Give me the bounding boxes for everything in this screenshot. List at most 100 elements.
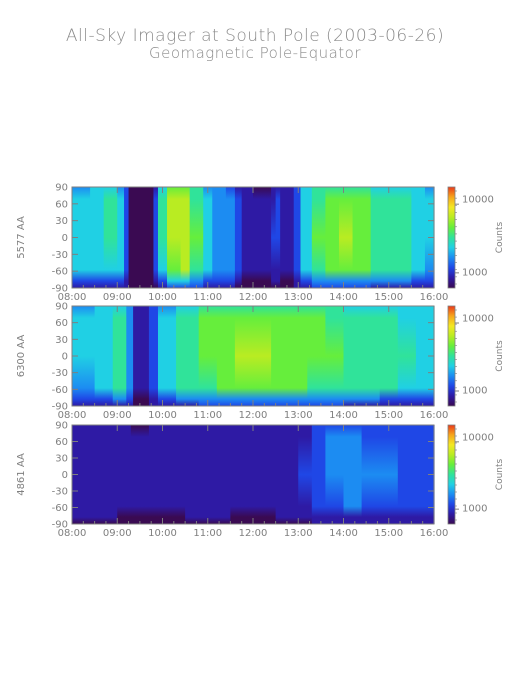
x-tick-label: 15:00 xyxy=(374,292,403,303)
colorbar-tick-label: 10000 xyxy=(462,195,494,206)
y-tick-label: 90 xyxy=(55,302,68,313)
intensity-column xyxy=(415,306,435,406)
intensity-column xyxy=(72,425,118,524)
y-tick-label: -30 xyxy=(52,487,68,498)
colorbar-tick-label: 1000 xyxy=(462,267,487,278)
intensity-column xyxy=(157,187,168,288)
y-tick-label: 0 xyxy=(62,233,68,244)
intensity-column xyxy=(133,306,150,406)
intensity-column xyxy=(275,187,281,288)
y-tick-label: -60 xyxy=(52,503,68,514)
x-tick-label: 08:00 xyxy=(58,528,87,539)
x-tick-label: 13:00 xyxy=(284,292,313,303)
y-tick-label: 0 xyxy=(62,470,68,481)
intensity-column xyxy=(176,306,200,406)
intensity-column xyxy=(343,425,363,524)
y-tick-label: -90 xyxy=(52,402,68,413)
y-tick-label: 30 xyxy=(55,335,68,346)
intensity-column xyxy=(280,187,295,288)
intensity-column xyxy=(90,187,105,288)
colorbar xyxy=(447,424,456,525)
intensity-column xyxy=(216,306,236,406)
x-tick-label: 11:00 xyxy=(193,528,222,539)
x-tick-label: 12:00 xyxy=(239,528,268,539)
intensity-column xyxy=(311,187,326,288)
intensity-column xyxy=(180,187,191,288)
intensity-column xyxy=(384,187,399,288)
x-tick-label: 16:00 xyxy=(420,410,449,421)
colorbar xyxy=(447,305,456,407)
intensity-column xyxy=(241,187,254,288)
intensity-column xyxy=(325,306,345,406)
intensity-column xyxy=(103,187,118,288)
x-tick-label: 11:00 xyxy=(193,292,222,303)
colorbar-tick-label: 10000 xyxy=(462,432,494,443)
x-tick-label: 10:00 xyxy=(148,410,177,421)
intensity-column xyxy=(397,306,417,406)
intensity-column xyxy=(275,425,299,524)
intensity-column xyxy=(253,306,272,406)
intensity-column xyxy=(212,187,227,288)
colorbar-tick-label: 1000 xyxy=(462,504,487,515)
y-tick-label: 60 xyxy=(55,318,68,329)
y-tick-label: -30 xyxy=(52,368,68,379)
colorbar-tick-label: 1000 xyxy=(462,386,487,397)
colorbar-label: Counts xyxy=(495,458,505,490)
x-tick-label: 16:00 xyxy=(420,528,449,539)
intensity-column xyxy=(203,187,213,288)
y-tick-label: 0 xyxy=(62,352,68,363)
intensity-field xyxy=(72,425,435,524)
x-tick-label: 10:00 xyxy=(148,528,177,539)
y-tick-label: -60 xyxy=(52,385,68,396)
intensity-column xyxy=(230,425,254,524)
x-tick-label: 15:00 xyxy=(374,410,403,421)
intensity-column xyxy=(379,425,399,524)
colorbar-tick-label: 10000 xyxy=(462,314,494,325)
intensity-column xyxy=(325,425,345,524)
x-tick-label: 14:00 xyxy=(329,528,358,539)
x-tick-label: 14:00 xyxy=(329,410,358,421)
intensity-column xyxy=(130,425,150,524)
y-tick-label: 90 xyxy=(55,421,68,432)
intensity-column xyxy=(153,187,159,288)
intensity-column xyxy=(124,187,130,288)
y-tick-label: -30 xyxy=(52,250,68,261)
x-tick-label: 08:00 xyxy=(58,410,87,421)
intensity-column xyxy=(148,425,186,524)
intensity-column xyxy=(411,187,426,288)
y-axis-label: 6300 AA xyxy=(16,335,27,378)
y-tick-label: 60 xyxy=(55,199,68,210)
intensity-column xyxy=(311,425,326,524)
intensity-column xyxy=(253,187,272,288)
x-tick-label: 16:00 xyxy=(420,292,449,303)
intensity-column xyxy=(234,306,254,406)
x-tick-label: 12:00 xyxy=(239,292,268,303)
intensity-field xyxy=(72,306,435,406)
x-tick-label: 08:00 xyxy=(58,292,87,303)
y-tick-label: -60 xyxy=(52,267,68,278)
x-tick-label: 13:00 xyxy=(284,528,313,539)
x-tick-label: 13:00 xyxy=(284,410,313,421)
intensity-column xyxy=(189,187,204,288)
intensity-column xyxy=(94,306,114,406)
colorbar-label: Counts xyxy=(495,221,505,253)
intensity-column xyxy=(361,425,381,524)
y-tick-label: 90 xyxy=(55,183,68,194)
intensity-column xyxy=(271,187,277,288)
intensity-column xyxy=(225,187,236,288)
x-tick-label: 09:00 xyxy=(103,528,132,539)
intensity-column xyxy=(128,187,141,288)
intensity-column xyxy=(325,187,340,288)
intensity-column xyxy=(198,306,218,406)
intensity-field xyxy=(72,187,435,288)
x-tick-label: 09:00 xyxy=(103,410,132,421)
y-axis-label: 5577 AA xyxy=(16,216,27,259)
y-tick-label: 30 xyxy=(55,454,68,465)
y-tick-label: -90 xyxy=(52,520,68,531)
intensity-column xyxy=(379,306,399,406)
intensity-column xyxy=(298,425,313,524)
intensity-column xyxy=(338,187,354,288)
intensity-column xyxy=(289,306,308,406)
